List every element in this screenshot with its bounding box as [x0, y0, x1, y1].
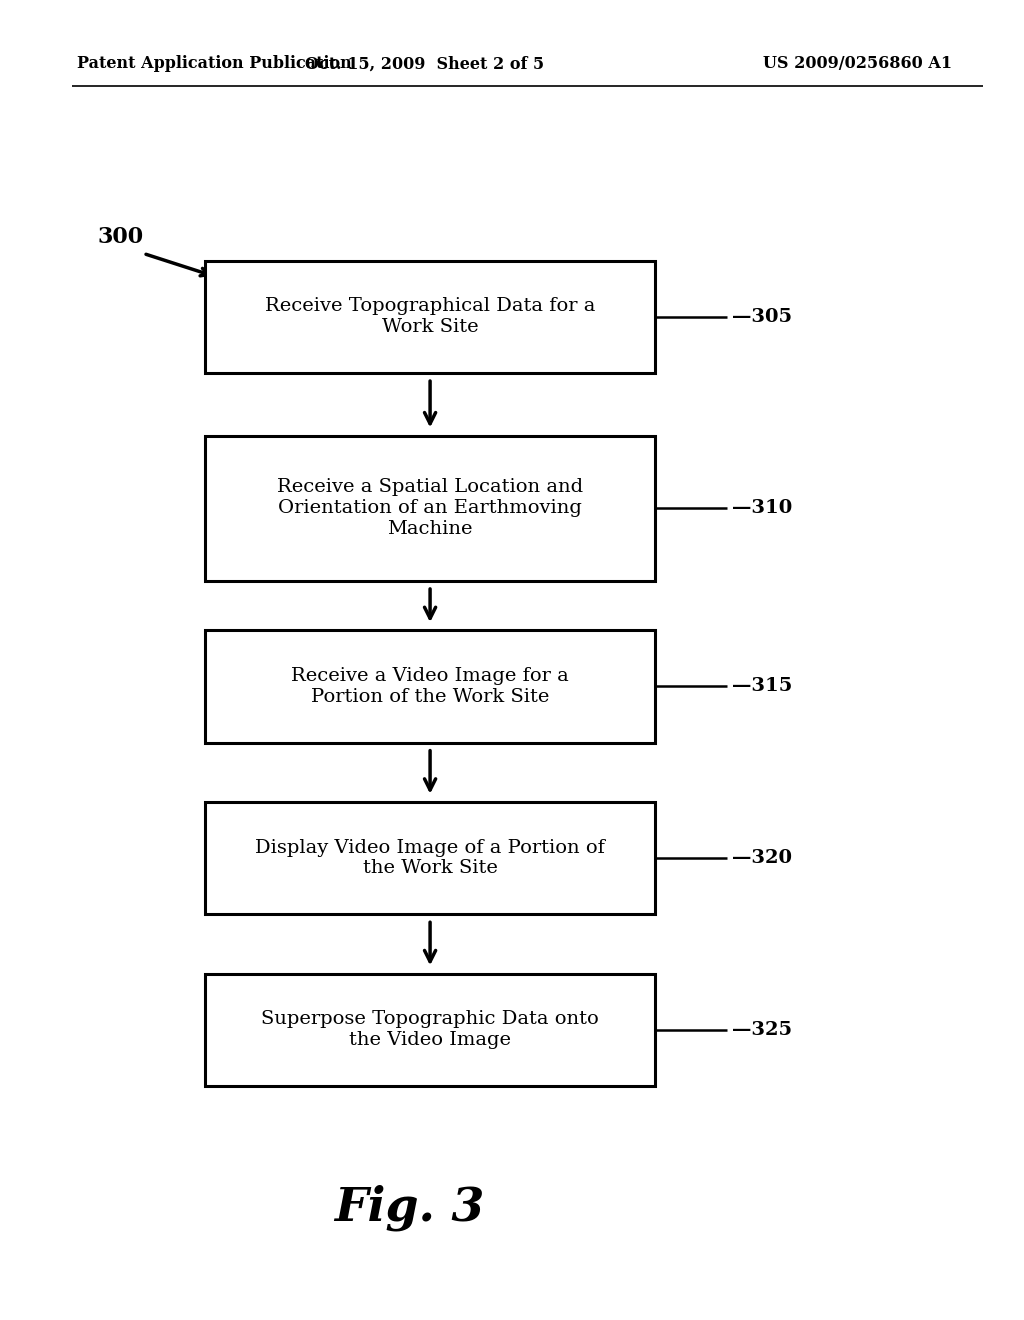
Text: —325: —325 [732, 1020, 793, 1039]
Text: Superpose Topographic Data onto
the Video Image: Superpose Topographic Data onto the Vide… [261, 1010, 599, 1049]
Text: 300: 300 [97, 226, 143, 248]
FancyBboxPatch shape [205, 436, 655, 581]
Text: Receive Topographical Data for a
Work Site: Receive Topographical Data for a Work Si… [265, 297, 595, 337]
Text: Receive a Video Image for a
Portion of the Work Site: Receive a Video Image for a Portion of t… [291, 667, 569, 706]
Text: —320: —320 [732, 849, 793, 867]
FancyBboxPatch shape [205, 801, 655, 913]
Text: Fig. 3: Fig. 3 [335, 1184, 484, 1232]
FancyBboxPatch shape [205, 974, 655, 1085]
Text: Display Video Image of a Portion of
the Work Site: Display Video Image of a Portion of the … [255, 838, 605, 878]
Text: —310: —310 [732, 499, 793, 517]
Text: Patent Application Publication: Patent Application Publication [77, 55, 351, 73]
FancyBboxPatch shape [205, 631, 655, 742]
Text: Receive a Spatial Location and
Orientation of an Earthmoving
Machine: Receive a Spatial Location and Orientati… [278, 478, 583, 539]
FancyBboxPatch shape [205, 261, 655, 372]
Text: —315: —315 [732, 677, 793, 696]
Text: Oct. 15, 2009  Sheet 2 of 5: Oct. 15, 2009 Sheet 2 of 5 [305, 55, 545, 73]
Text: —305: —305 [732, 308, 793, 326]
Text: US 2009/0256860 A1: US 2009/0256860 A1 [763, 55, 952, 73]
